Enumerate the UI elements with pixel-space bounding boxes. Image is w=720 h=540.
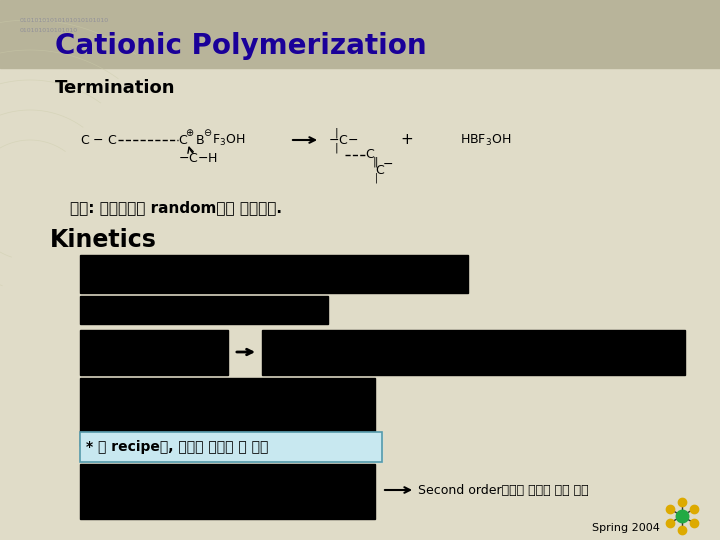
Text: Second order이모로 반응이 매우 빠름: Second order이모로 반응이 매우 빠름	[418, 483, 589, 496]
Text: 010101010101010: 010101010101010	[20, 28, 78, 32]
Text: $\oplus$: $\oplus$	[185, 126, 194, 138]
Text: |: |	[335, 128, 338, 138]
Bar	[80, 330, 228, 375]
Bar	[0, 0, 720, 68]
Bar	[262, 330, 685, 375]
Text: |: |	[335, 143, 338, 153]
Bar	[80, 464, 375, 519]
Bar	[80, 432, 382, 462]
Text: Spring 2004: Spring 2004	[592, 523, 660, 533]
Text: B: B	[196, 133, 204, 146]
Text: C: C	[365, 148, 374, 161]
Text: $\ominus$: $\ominus$	[203, 126, 212, 138]
Text: 문제: 정지반응이 random하게 일어난다.: 문제: 정지반응이 random하게 일어난다.	[70, 200, 282, 215]
Text: $\|$: $\|$	[372, 155, 378, 169]
Text: 01010101010101010101010: 01010101010101010101010	[20, 17, 109, 23]
Text: $-$C$-$H: $-$C$-$H	[178, 152, 218, 165]
Text: C: C	[375, 164, 384, 177]
Text: F$_3$OH: F$_3$OH	[212, 132, 246, 147]
Text: C: C	[178, 133, 186, 146]
Text: Cationic Polymerization: Cationic Polymerization	[55, 32, 427, 60]
Text: Termination: Termination	[55, 79, 176, 97]
Text: |: |	[375, 173, 378, 183]
Text: HBF$_3$OH: HBF$_3$OH	[460, 132, 511, 147]
Text: $-$: $-$	[382, 157, 393, 170]
Text: Kinetics: Kinetics	[50, 228, 157, 252]
Text: * 가 recipe임, 반응을 조절할 수 있음: * 가 recipe임, 반응을 조절할 수 있음	[86, 440, 269, 454]
Text: +: +	[400, 132, 413, 147]
Text: $-$C$-$: $-$C$-$	[328, 133, 359, 146]
Bar	[80, 378, 375, 446]
Text: C $-$ C: C $-$ C	[80, 133, 117, 146]
Bar	[80, 296, 328, 324]
Bar	[80, 432, 382, 462]
Bar	[80, 255, 468, 293]
